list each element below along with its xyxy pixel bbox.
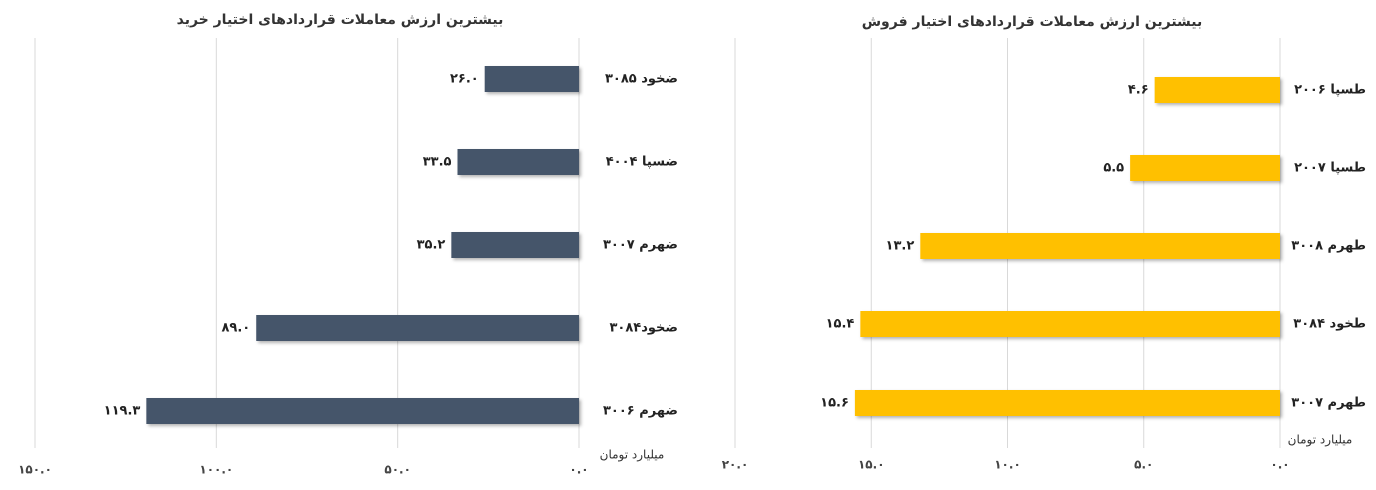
bar xyxy=(256,315,579,341)
chart-title: بیشترین ارزش معاملات قراردادهای اختیار ف… xyxy=(862,14,1203,30)
category-label: طخود ۳۰۸۴ xyxy=(1293,317,1366,332)
x-tick-label: ۰.۰ xyxy=(569,463,588,477)
axis-title: میلیارد تومان xyxy=(1288,433,1353,448)
value-label: ۱۵.۶ xyxy=(820,396,849,411)
bar xyxy=(1154,77,1280,103)
x-tick-label: ۵.۰ xyxy=(1134,458,1153,472)
bar xyxy=(457,149,579,175)
x-tick-label: ۵۰.۰ xyxy=(384,463,411,477)
value-label: ۸۹.۰ xyxy=(221,321,250,336)
x-tick-label: ۰.۰ xyxy=(1270,458,1289,472)
value-label: ۱۳.۲ xyxy=(886,239,915,254)
category-label: ضخود۳۰۸۴ xyxy=(609,321,678,336)
category-label: ضهرم ۳۰۰۶ xyxy=(603,404,678,419)
value-label: ۳۵.۲ xyxy=(417,238,446,253)
x-tick-label: ۱۰۰.۰ xyxy=(199,463,233,477)
value-label: ۵.۵ xyxy=(1103,161,1124,176)
category-label: طهرم ۳۰۰۸ xyxy=(1291,239,1366,254)
value-label: ۱۵.۴ xyxy=(826,317,855,332)
bar xyxy=(484,66,579,92)
x-tick-label: ۲۰.۰ xyxy=(722,458,749,472)
value-label: ۳۳.۵ xyxy=(423,155,452,170)
category-label: ضخود ۳۰۸۵ xyxy=(605,72,678,87)
value-label: ۱۱۹.۳ xyxy=(104,404,141,419)
category-label: ضسپا ۴۰۰۴ xyxy=(606,155,678,170)
x-tick-label: ۱۵.۰ xyxy=(858,458,885,472)
category-label: طهرم ۳۰۰۷ xyxy=(1291,396,1366,411)
category-label: طسپا ۲۰۰۷ xyxy=(1294,161,1366,176)
x-tick-label: ۱۵۰.۰ xyxy=(18,463,52,477)
value-label: ۲۶.۰ xyxy=(450,72,479,87)
bar xyxy=(920,233,1280,259)
bar xyxy=(146,398,579,424)
bar xyxy=(860,311,1280,337)
bar xyxy=(451,232,579,258)
axis-title: میلیارد تومان xyxy=(600,448,665,463)
category-label: طسپا ۲۰۰۶ xyxy=(1294,83,1366,98)
bar xyxy=(1130,155,1280,181)
bar xyxy=(854,390,1280,416)
x-tick-label: ۱۰.۰ xyxy=(994,458,1021,472)
value-label: ۴.۶ xyxy=(1128,83,1149,98)
chart-title: بیشترین ارزش معاملات قراردادهای اختیار خ… xyxy=(177,12,504,28)
category-label: ضهرم ۳۰۰۷ xyxy=(603,238,678,253)
